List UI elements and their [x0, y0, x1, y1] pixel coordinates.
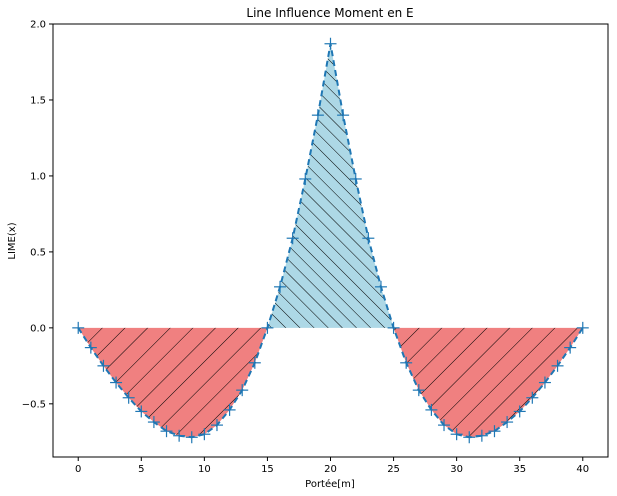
data-point-marker — [564, 341, 577, 354]
y-tick-label: 0.5 — [30, 247, 46, 258]
x-tick-label: 25 — [387, 464, 400, 475]
data-point-marker — [274, 280, 287, 293]
data-point-marker — [72, 321, 85, 334]
data-point-marker — [501, 416, 514, 429]
data-point-marker — [475, 429, 488, 442]
data-point-marker — [286, 232, 299, 245]
plot-area — [72, 37, 589, 444]
y-axis-ticks: −0.5 0.0 0.5 1.0 1.5 2.0 — [22, 20, 53, 410]
data-point-marker — [425, 403, 438, 416]
x-tick-label: 0 — [75, 464, 81, 475]
positive-area-hatch — [267, 43, 394, 328]
y-axis-label: LIME(x) — [7, 222, 18, 259]
data-point-marker — [198, 428, 211, 441]
data-point-marker — [236, 384, 249, 397]
x-tick-label: 30 — [450, 464, 463, 475]
data-point-marker — [387, 321, 400, 334]
data-point-marker — [374, 280, 387, 293]
x-tick-label: 10 — [198, 464, 211, 475]
y-tick-label: 1.0 — [30, 171, 46, 182]
data-point-marker — [299, 172, 312, 185]
area-fills — [78, 43, 583, 438]
data-point-marker — [185, 431, 198, 444]
negative-area-hatch — [393, 327, 583, 438]
data-point-marker — [526, 391, 539, 404]
data-point-marker — [311, 109, 324, 122]
marker-group — [72, 37, 589, 444]
x-axis-ticks: 0 5 10 15 20 25 30 35 40 — [75, 457, 589, 475]
y-tick-label: −0.5 — [22, 399, 46, 410]
x-tick-label: 20 — [324, 464, 337, 475]
data-point-marker — [551, 359, 564, 372]
data-point-marker — [324, 37, 337, 50]
data-point-marker — [122, 391, 135, 404]
data-point-marker — [84, 341, 97, 354]
data-point-marker — [438, 419, 451, 432]
data-point-marker — [173, 429, 186, 442]
data-point-marker — [463, 431, 476, 444]
x-axis-label: Portée[m] — [305, 478, 355, 490]
x-tick-label: 35 — [513, 464, 526, 475]
data-point-marker — [450, 428, 463, 441]
negative-area-hatch — [78, 327, 268, 438]
data-point-marker — [538, 376, 551, 389]
x-tick-label: 5 — [138, 464, 144, 475]
data-point-marker — [349, 172, 362, 185]
data-point-marker — [576, 321, 589, 334]
data-point-marker — [97, 359, 110, 372]
y-tick-label: 0.0 — [30, 323, 46, 334]
data-point-marker — [135, 405, 148, 418]
data-point-marker — [110, 376, 123, 389]
data-point-marker — [337, 109, 350, 122]
x-tick-label: 15 — [261, 464, 274, 475]
data-point-marker — [488, 425, 501, 438]
data-point-marker — [160, 425, 173, 438]
data-point-marker — [210, 419, 223, 432]
chart-title: Line Influence Moment en E — [246, 6, 413, 20]
data-point-marker — [261, 321, 274, 334]
data-point-marker — [412, 384, 425, 397]
y-tick-label: 1.5 — [30, 95, 46, 106]
data-point-marker — [223, 403, 236, 416]
data-point-marker — [362, 232, 375, 245]
data-point-marker — [513, 405, 526, 418]
y-tick-label: 2.0 — [30, 20, 46, 31]
data-point-marker — [400, 356, 413, 369]
x-tick-label: 40 — [576, 464, 589, 475]
data-point-marker — [248, 356, 261, 369]
data-point-marker — [147, 416, 160, 429]
